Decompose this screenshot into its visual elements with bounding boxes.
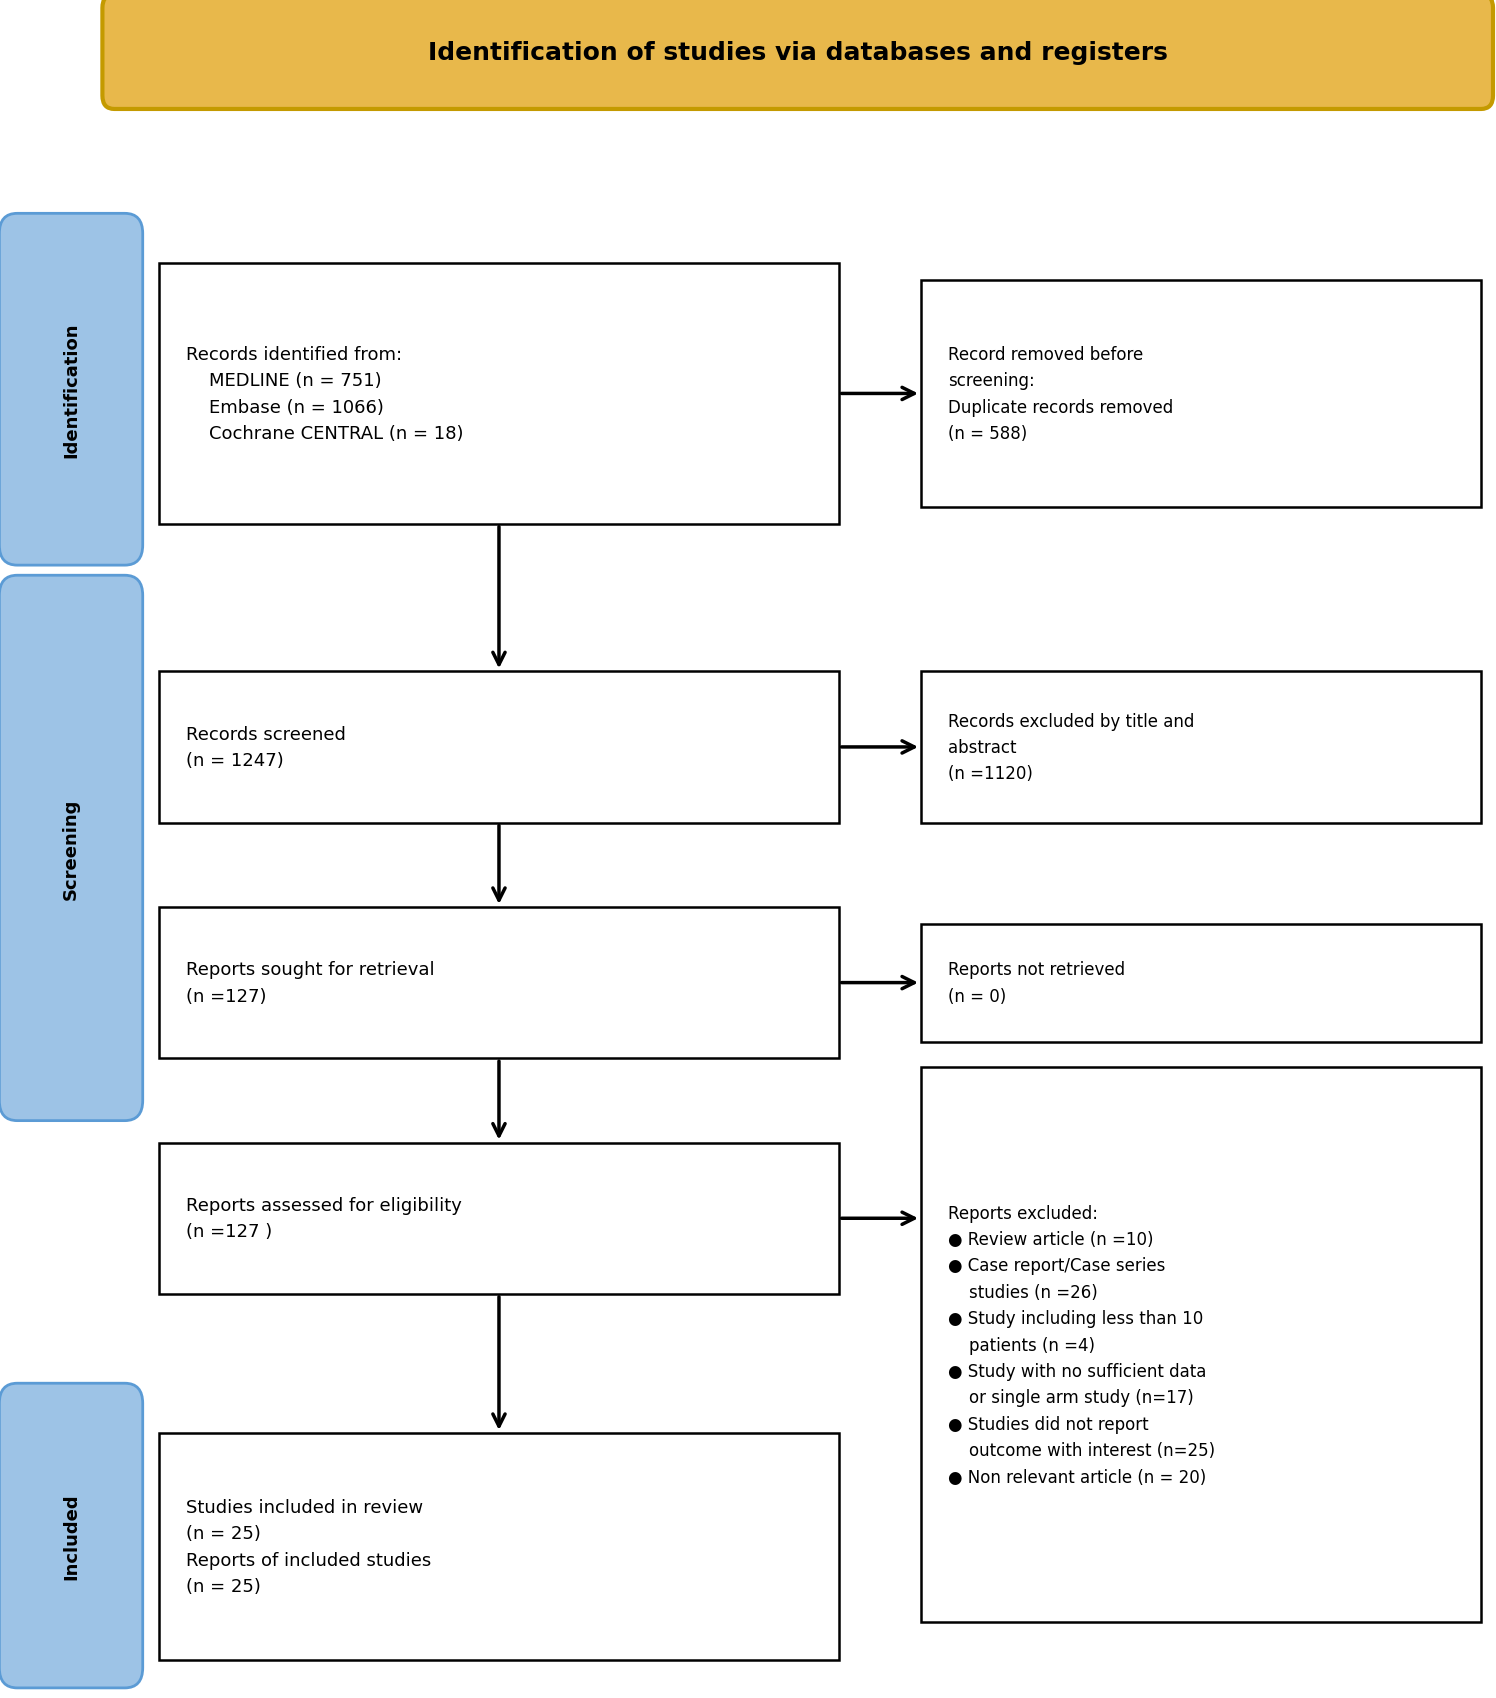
Text: Record removed before
screening:
Duplicate records removed
(n = 588): Record removed before screening: Duplica… bbox=[948, 346, 1173, 443]
FancyBboxPatch shape bbox=[102, 0, 1493, 110]
Text: Identification of studies via databases and registers: Identification of studies via databases … bbox=[428, 41, 1168, 65]
Text: Reports not retrieved
(n = 0): Reports not retrieved (n = 0) bbox=[948, 961, 1125, 1005]
FancyBboxPatch shape bbox=[159, 907, 839, 1060]
Text: Records screened
(n = 1247): Records screened (n = 1247) bbox=[186, 725, 346, 769]
Text: Records identified from:
    MEDLINE (n = 751)
    Embase (n = 1066)
    Cochran: Records identified from: MEDLINE (n = 75… bbox=[186, 346, 464, 443]
FancyBboxPatch shape bbox=[159, 1143, 839, 1294]
Text: Reports excluded:
● Review article (n =10)
● Case report/Case series
    studies: Reports excluded: ● Review article (n =1… bbox=[948, 1204, 1215, 1486]
FancyBboxPatch shape bbox=[0, 1384, 142, 1688]
FancyBboxPatch shape bbox=[159, 263, 839, 525]
FancyBboxPatch shape bbox=[922, 1066, 1481, 1622]
FancyBboxPatch shape bbox=[0, 214, 142, 565]
FancyBboxPatch shape bbox=[922, 280, 1481, 508]
FancyBboxPatch shape bbox=[159, 1433, 839, 1661]
Text: Identification: Identification bbox=[61, 323, 79, 458]
FancyBboxPatch shape bbox=[159, 672, 839, 824]
FancyBboxPatch shape bbox=[922, 924, 1481, 1043]
FancyBboxPatch shape bbox=[922, 672, 1481, 824]
Text: Records excluded by title and
abstract
(n =1120): Records excluded by title and abstract (… bbox=[948, 711, 1194, 783]
Text: Screening: Screening bbox=[61, 798, 79, 898]
Text: Included: Included bbox=[61, 1493, 79, 1579]
Text: Studies included in review
(n = 25)
Reports of included studies
(n = 25): Studies included in review (n = 25) Repo… bbox=[186, 1498, 431, 1594]
Text: Reports sought for retrieval
(n =127): Reports sought for retrieval (n =127) bbox=[186, 961, 435, 1005]
Text: Reports assessed for eligibility
(n =127 ): Reports assessed for eligibility (n =127… bbox=[186, 1197, 462, 1241]
FancyBboxPatch shape bbox=[0, 576, 142, 1121]
